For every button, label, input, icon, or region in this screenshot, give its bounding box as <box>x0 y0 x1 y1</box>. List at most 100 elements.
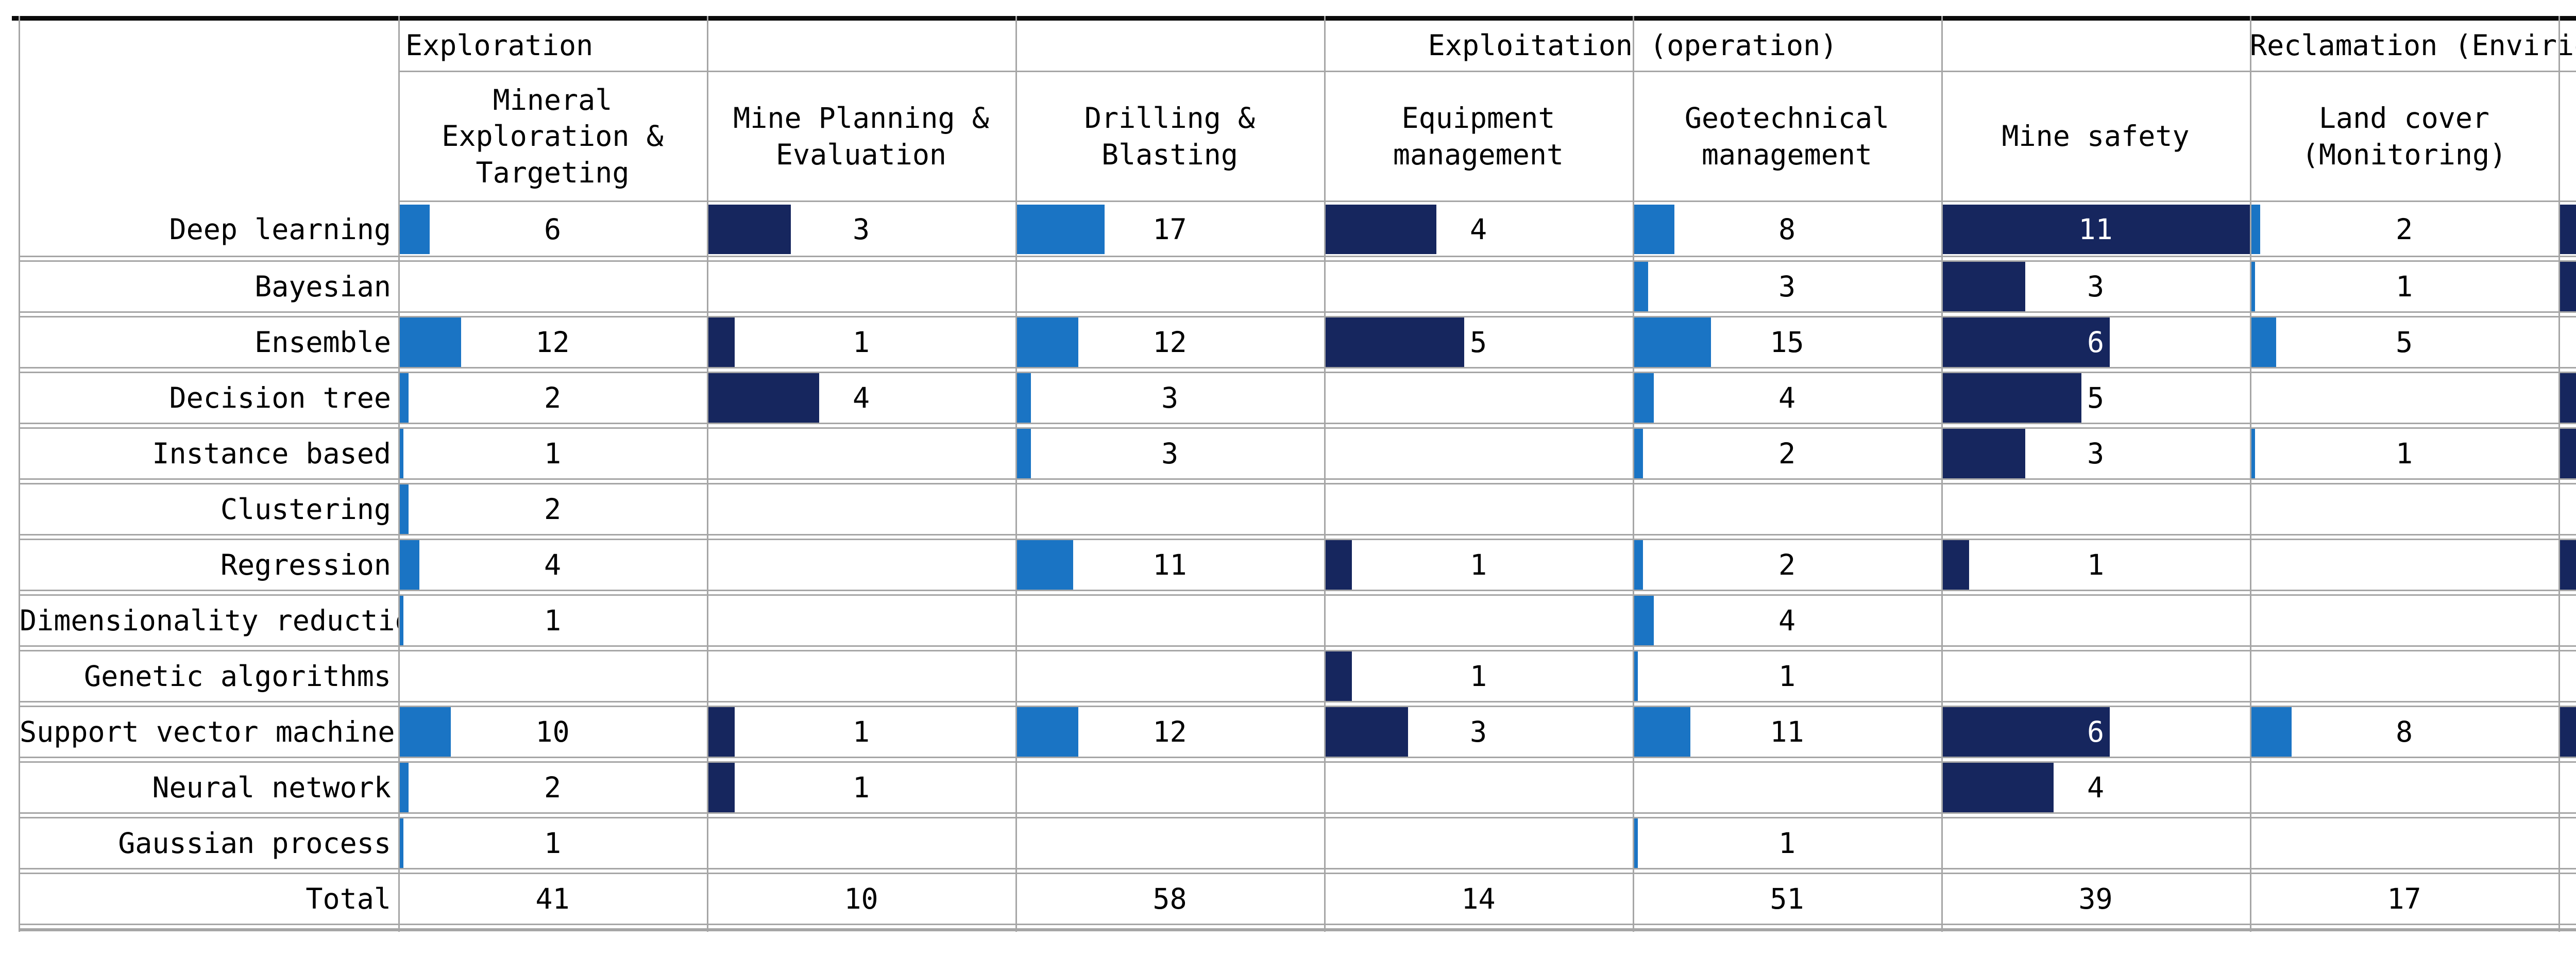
data-cell <box>2250 484 2558 534</box>
table-row: Support vector machine1011231168859 <box>20 706 2576 758</box>
data-cell <box>2250 651 2558 701</box>
data-bar-light <box>2250 262 2256 311</box>
data-cell: 12 <box>398 317 707 367</box>
data-cell <box>1015 651 1324 701</box>
data-cell <box>1941 484 2250 534</box>
column-header: Mine hazard (Assessment) <box>2558 72 2576 200</box>
column-header: Mine Planning & Evaluation <box>707 72 1015 200</box>
gridline-vertical <box>19 16 20 932</box>
data-bar-light <box>2250 429 2256 478</box>
data-bar-dark <box>2558 205 2576 254</box>
data-bar-dark <box>707 317 735 367</box>
data-cell <box>707 484 1015 534</box>
data-cell: 58 <box>1015 874 1324 924</box>
data-cell: 4 <box>1324 205 1633 254</box>
data-cell: 2 <box>2250 205 2558 254</box>
cell-value: 10 <box>844 882 878 915</box>
data-cell: 4 <box>1633 373 1941 423</box>
data-cell: 1 <box>1633 651 1941 701</box>
data-bar-light <box>1633 651 1638 701</box>
cell-value: 14 <box>1461 882 1496 915</box>
data-bar-light <box>1633 262 1649 311</box>
table-row: Neural network2147 <box>20 761 2576 814</box>
data-cell: 3 <box>1941 262 2250 311</box>
data-cell <box>2250 763 2558 812</box>
data-cell: 4 <box>707 373 1015 423</box>
data-cell: 51 <box>1633 874 1941 924</box>
data-bar-dark <box>2558 707 2576 757</box>
data-cell <box>2250 540 2558 590</box>
cell-value: 4 <box>2558 540 2576 590</box>
cell-value: 3 <box>1161 381 1179 414</box>
data-bar-dark <box>1941 429 2026 478</box>
cell-value: 1 <box>852 771 870 804</box>
group-header-row: Exploration Exploitation (operation) Recla… <box>398 21 2576 72</box>
data-cell: 17 <box>2250 874 2558 924</box>
cell-value: 1 <box>852 326 870 359</box>
cell-value: 6 <box>2087 326 2105 359</box>
cell-value: 3 <box>852 213 870 246</box>
data-cell <box>2250 818 2558 868</box>
cell-value: 3 <box>1469 715 1487 748</box>
data-bar-dark <box>1324 540 1352 590</box>
data-cell: 1 <box>398 818 707 868</box>
data-bar-dark <box>2558 373 2576 423</box>
data-cell: 3 <box>1941 429 2250 478</box>
data-cell: 4 <box>1633 596 1941 645</box>
data-cell: 5 <box>2558 373 2576 423</box>
data-cell <box>707 818 1015 868</box>
cell-value: 2 <box>544 771 562 804</box>
cell-value: 25 <box>2558 874 2576 924</box>
cell-value: 1 <box>2087 548 2105 581</box>
data-cell: 1 <box>707 707 1015 757</box>
data-bar-light <box>1633 707 1690 757</box>
data-bar-light <box>398 205 430 254</box>
cell-value: 4 <box>2087 771 2105 804</box>
cell-value: 11 <box>1153 548 1187 581</box>
data-cell: 4 <box>1941 763 2250 812</box>
cell-value: 41 <box>535 882 570 915</box>
column-header: Mineral Exploration & Targeting <box>398 72 707 200</box>
data-cell: 4 <box>2558 540 2576 590</box>
cell-value: 1 <box>544 437 562 470</box>
data-cell: 39 <box>1941 874 2250 924</box>
cell-value: 4 <box>1778 604 1796 637</box>
row-label: Support vector machine <box>20 707 398 757</box>
data-bar-light <box>2250 317 2276 367</box>
data-bar-light <box>2250 707 2292 757</box>
data-bar-light <box>1015 540 1073 590</box>
data-cell <box>1324 429 1633 478</box>
data-bar-dark <box>1324 651 1352 701</box>
data-cell: 1 <box>398 596 707 645</box>
row-label: Deep learning <box>20 205 398 254</box>
table-top-border <box>12 16 2576 21</box>
cell-value: 2 <box>1778 437 1796 470</box>
cell-value: 5 <box>1469 326 1487 359</box>
data-cell: 5 <box>1324 317 1633 367</box>
cell-value: 15 <box>1770 326 1804 359</box>
cell-value: 1 <box>544 827 562 860</box>
cell-value: 1 <box>1469 660 1487 693</box>
corner-cell <box>20 21 398 202</box>
data-bar-light <box>398 596 404 645</box>
data-cell: 1 <box>398 429 707 478</box>
table-row: Bayesian33129 <box>20 260 2576 313</box>
cell-value: 6 <box>2087 715 2105 748</box>
data-cell: 17 <box>1015 205 1324 254</box>
data-cell: 3 <box>1015 429 1324 478</box>
cell-value: 4 <box>1469 213 1487 246</box>
data-cell <box>2558 317 2576 367</box>
row-label: Genetic algorithms <box>20 651 398 701</box>
data-bar-dark <box>1941 707 2110 757</box>
data-bar-light <box>1633 429 1643 478</box>
data-cell: 1 <box>2250 262 2558 311</box>
data-cell <box>1941 818 2250 868</box>
data-cell <box>398 651 707 701</box>
data-bar-dark <box>1324 317 1465 367</box>
table-row: Ensemble121125156556 <box>20 316 2576 369</box>
data-cell <box>2558 818 2576 868</box>
data-cell: 1 <box>1941 540 2250 590</box>
gridline-vertical <box>1324 16 1326 932</box>
data-cell <box>398 262 707 311</box>
